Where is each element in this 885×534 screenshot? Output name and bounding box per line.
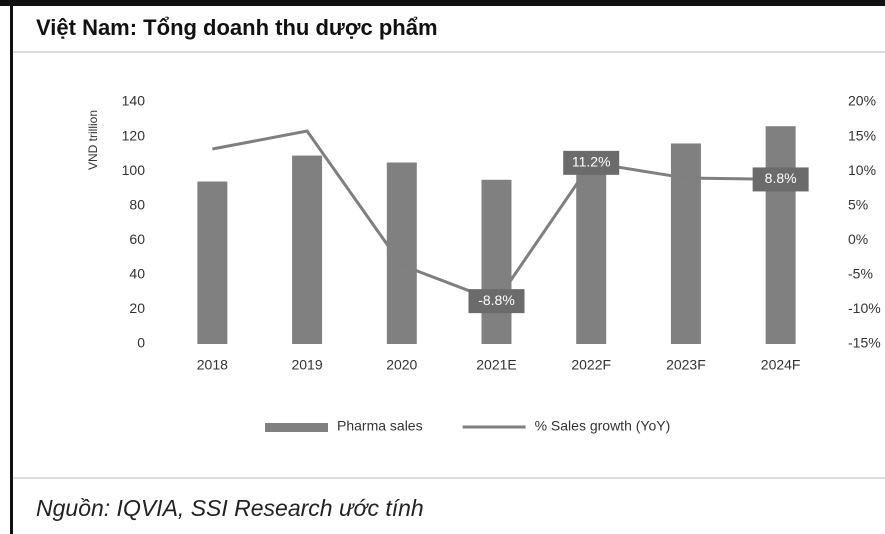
y2-tick-label: -5% xyxy=(848,266,873,282)
y-tick-label: 20 xyxy=(129,300,145,316)
bar xyxy=(386,162,417,344)
y-tick-label: 40 xyxy=(129,266,145,282)
x-tick-label: 2024F xyxy=(761,357,801,373)
x-tick-label: 2020 xyxy=(386,357,417,373)
y2-tick-label: 20% xyxy=(848,93,876,109)
y-tick-label: 100 xyxy=(122,162,146,178)
x-tick-label: 2023F xyxy=(666,357,706,373)
value-label: 11.2% xyxy=(572,154,611,170)
y-tick-label: 0 xyxy=(137,335,145,351)
bar xyxy=(765,126,796,344)
y2-tick-label: 10% xyxy=(848,162,876,178)
y2-tick-label: -15% xyxy=(848,335,881,351)
x-tick-label: 2022F xyxy=(571,357,611,373)
y2-tick-label: 15% xyxy=(848,127,876,143)
y-tick-label: 60 xyxy=(129,231,145,247)
value-label-box xyxy=(752,167,809,192)
value-label: -8.8% xyxy=(478,292,515,308)
top-border xyxy=(0,0,885,6)
bar xyxy=(292,155,323,344)
bar xyxy=(481,179,512,344)
y2-tick-label: 0% xyxy=(848,231,868,247)
y-tick-label: 80 xyxy=(129,196,145,212)
y-tick-label: 140 xyxy=(122,93,146,109)
value-label-box xyxy=(563,150,620,175)
x-tick-label: 2019 xyxy=(291,357,322,373)
source: Nguồn: IQVIA, SSI Research ước tính xyxy=(36,495,424,521)
y2-tick-label: -10% xyxy=(848,300,881,316)
y-axis-label: VND trillion xyxy=(86,110,100,170)
legend-label: Pharma sales xyxy=(337,418,423,434)
x-tick-label: 2021E xyxy=(476,357,516,373)
legend-label: % Sales growth (YoY) xyxy=(535,418,671,434)
value-label: 8.8% xyxy=(765,170,797,186)
y-tick-label: 120 xyxy=(122,127,146,143)
bar xyxy=(670,143,701,344)
value-label-box xyxy=(468,289,525,314)
bar xyxy=(197,181,228,344)
chart-title: Việt Nam: Tổng doanh thu dược phẩm xyxy=(36,15,438,40)
left-border xyxy=(10,0,13,534)
x-tick-label: 2018 xyxy=(197,357,228,373)
y2-tick-label: 5% xyxy=(848,196,868,212)
legend-swatch xyxy=(265,423,328,432)
bar xyxy=(576,160,607,344)
